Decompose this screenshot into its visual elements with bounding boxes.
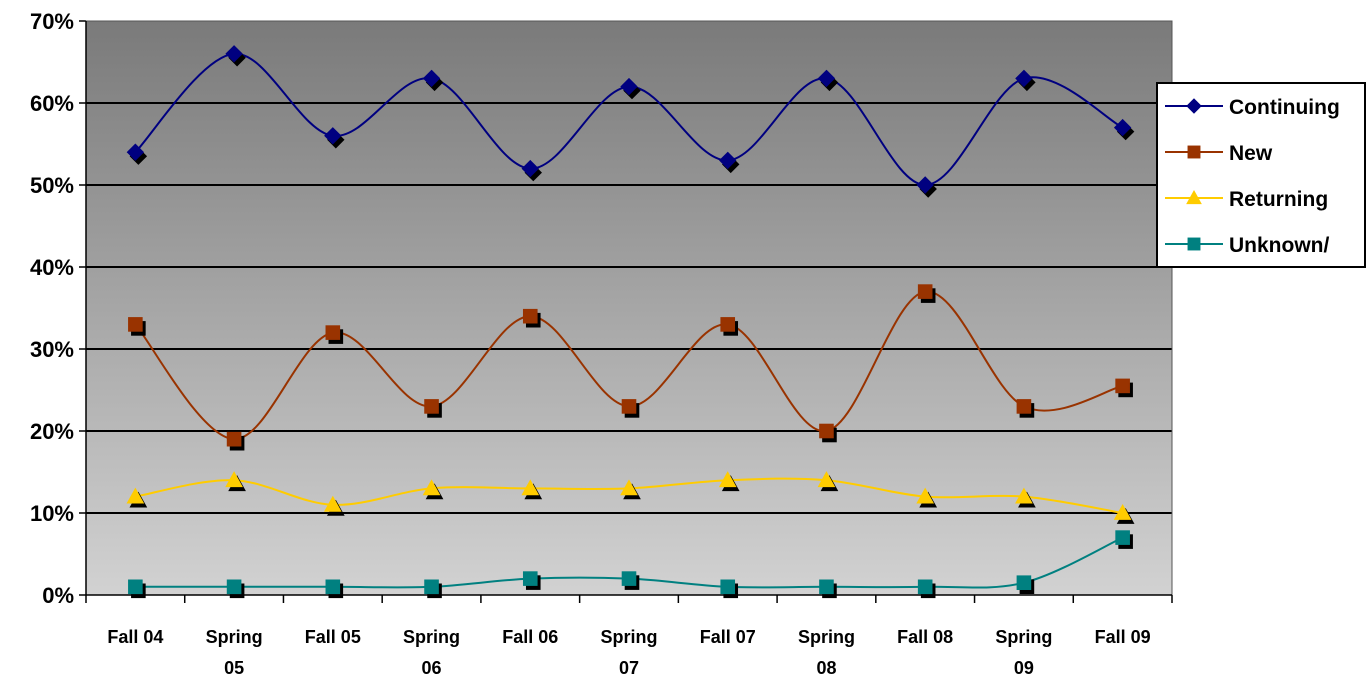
legend-box <box>1156 82 1366 268</box>
data-point <box>917 579 933 595</box>
data-point <box>817 471 836 488</box>
data-point <box>916 176 934 194</box>
data-point <box>323 495 342 512</box>
data-point <box>226 431 242 447</box>
data-point <box>1016 399 1032 414</box>
data-point <box>126 487 145 504</box>
data-point <box>422 69 441 88</box>
legend-label: Continuing <box>1229 96 1340 119</box>
x-tick-label: Fall 08 <box>897 627 953 647</box>
data-point <box>1115 530 1130 545</box>
series-unknown <box>128 530 1133 599</box>
data-point <box>720 579 736 595</box>
y-tick-label: 60% <box>30 91 74 116</box>
y-tick-label: 30% <box>30 337 74 362</box>
data-point <box>1015 487 1033 504</box>
data-point <box>522 308 538 324</box>
x-tick-label: Fall 05 <box>305 627 361 647</box>
series-returning <box>126 471 1135 524</box>
x-tick-label: Spring 08 <box>798 627 855 678</box>
data-point <box>916 487 935 504</box>
data-point <box>718 471 737 488</box>
data-point <box>522 571 538 586</box>
legend-label: New <box>1229 142 1273 165</box>
data-point <box>226 579 242 595</box>
x-tick-label: Fall 07 <box>700 627 756 647</box>
series-continuing <box>126 45 1135 198</box>
x-tick-label: Fall 09 <box>1095 627 1151 647</box>
data-point <box>521 159 539 178</box>
data-point <box>620 479 638 496</box>
data-point <box>1015 69 1033 88</box>
x-tick-label: Spring 07 <box>601 627 658 678</box>
y-tick-label: 40% <box>30 255 74 280</box>
legend-marker <box>1186 189 1202 205</box>
legend-marker <box>1187 145 1201 159</box>
data-point <box>225 45 243 63</box>
x-tick-label: Spring 05 <box>206 627 263 678</box>
data-point <box>621 399 637 414</box>
data-point <box>1115 378 1130 394</box>
x-tick-label: Fall 06 <box>502 627 558 647</box>
y-tick-label: 50% <box>30 173 74 198</box>
plot-area <box>86 21 1172 595</box>
data-point <box>719 151 737 170</box>
data-point <box>817 69 836 88</box>
data-point <box>128 317 143 332</box>
series-new <box>128 284 1133 451</box>
x-tick-label: Spring 06 <box>403 627 460 678</box>
data-point <box>1113 503 1132 520</box>
data-point <box>819 423 834 439</box>
y-tick-label: 0% <box>42 583 74 608</box>
data-point <box>819 579 834 595</box>
y-tick-label: 20% <box>30 419 74 444</box>
x-tick-label: Fall 04 <box>107 627 163 647</box>
data-point <box>521 479 540 496</box>
y-tick-label: 10% <box>30 501 74 526</box>
legend-label: Returning <box>1229 188 1328 211</box>
data-point <box>126 143 145 161</box>
data-point <box>720 317 736 332</box>
data-point <box>325 325 341 340</box>
data-point <box>325 579 341 595</box>
data-point <box>620 77 638 96</box>
data-point <box>917 284 933 299</box>
data-point <box>1016 575 1032 591</box>
data-point <box>424 399 439 414</box>
legend-marker <box>1186 98 1202 114</box>
y-tick-label: 70% <box>30 9 74 34</box>
legend-marker <box>1187 237 1201 251</box>
legend-label: Unknown/ <box>1229 234 1329 257</box>
data-point <box>422 479 441 496</box>
data-point <box>324 127 342 145</box>
data-point <box>225 471 243 488</box>
data-point <box>424 579 439 595</box>
data-point <box>128 579 143 595</box>
data-point <box>621 571 637 586</box>
x-tick-label: Spring 09 <box>995 627 1052 678</box>
data-point <box>1113 118 1132 137</box>
